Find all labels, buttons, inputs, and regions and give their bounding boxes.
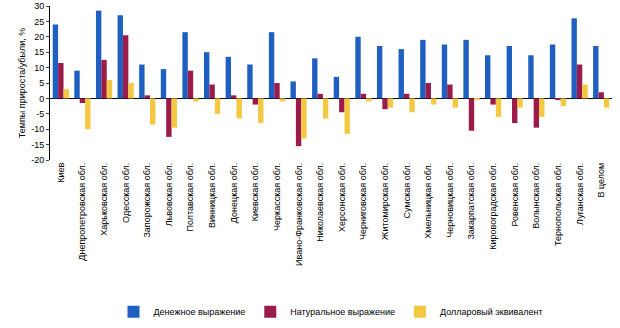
svg-text:0: 0 <box>39 94 44 104</box>
svg-text:Винницкая обл.: Винницкая обл. <box>207 163 217 228</box>
svg-text:Донецкая обл.: Донецкая обл. <box>229 163 239 223</box>
svg-text:Тернопольская обл.: Тернопольская обл. <box>553 163 563 246</box>
svg-text:10: 10 <box>34 63 44 73</box>
svg-text:Ивано-Франковская обл.: Ивано-Франковская обл. <box>294 163 304 266</box>
svg-text:Одесская обл.: Одесская обл. <box>121 163 131 223</box>
svg-text:Днепропетровская обл.: Днепропетровская обл. <box>77 163 87 261</box>
svg-text:Запорожская обл.: Запорожская обл. <box>142 163 152 238</box>
svg-text:Львовская обл.: Львовская обл. <box>164 163 174 226</box>
svg-text:Хмельницкая обл.: Хмельницкая обл. <box>423 163 433 239</box>
svg-text:Киевская обл.: Киевская обл. <box>250 163 260 221</box>
svg-text:Черниговская обл.: Черниговская обл. <box>358 163 368 240</box>
svg-text:-10: -10 <box>31 124 44 134</box>
svg-text:Денежное выражение: Денежное выражение <box>154 307 246 317</box>
svg-text:В целом: В целом <box>596 163 606 198</box>
svg-text:Волынская обл.: Волынская обл. <box>531 163 541 229</box>
svg-text:Полтавская обл.: Полтавская обл. <box>185 163 195 232</box>
svg-text:Темпы прироста/убыли, %: Темпы прироста/убыли, % <box>17 28 27 138</box>
svg-text:Кировоградская обл.: Кировоградская обл. <box>488 163 498 250</box>
svg-text:Житомирская обл.: Житомирская обл. <box>380 163 390 240</box>
svg-text:Херсонская обл.: Херсонская обл. <box>337 163 347 232</box>
svg-text:Харьковская обл.: Харьковская обл. <box>99 163 109 236</box>
svg-text:Натуральное выражение: Натуральное выражение <box>290 307 395 317</box>
svg-text:20: 20 <box>34 32 44 42</box>
svg-text:5: 5 <box>39 78 44 88</box>
svg-text:Луганская обл.: Луганская обл. <box>575 163 585 225</box>
svg-text:Долларовый эквивалент: Долларовый эквивалент <box>440 307 543 317</box>
svg-text:Черкасская обл.: Черкасская обл. <box>272 163 282 231</box>
svg-text:25: 25 <box>34 17 44 27</box>
svg-text:-5: -5 <box>36 109 44 119</box>
svg-text:Черновицкая обл.: Черновицкая обл. <box>445 163 455 238</box>
svg-text:-20: -20 <box>31 155 44 165</box>
svg-text:15: 15 <box>34 47 44 57</box>
svg-text:Сумская обл.: Сумская обл. <box>402 163 412 219</box>
svg-text:Киев: Киев <box>56 163 66 183</box>
svg-text:-15: -15 <box>31 140 44 150</box>
svg-text:Закарпатская обл.: Закарпатская обл. <box>466 163 476 240</box>
svg-text:30: 30 <box>34 1 44 11</box>
svg-text:Николаевская обл.: Николаевская обл. <box>315 163 325 242</box>
svg-text:Ровенская обл.: Ровенская обл. <box>510 163 520 227</box>
